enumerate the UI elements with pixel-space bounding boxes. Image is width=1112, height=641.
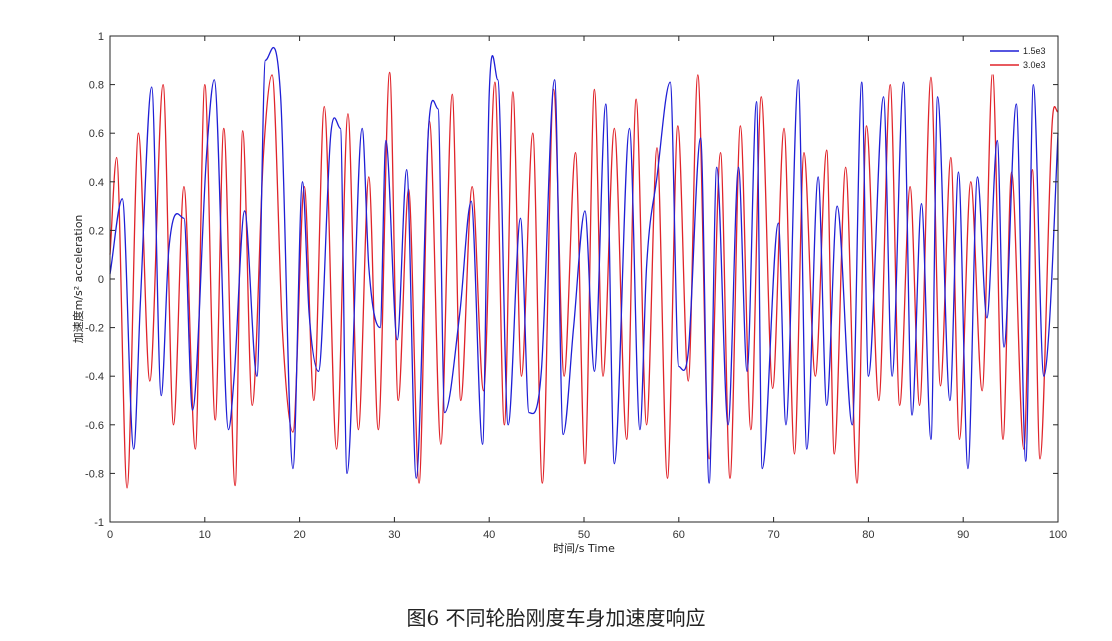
x-tick-label: 10	[199, 529, 211, 541]
series-line-1	[109, 46, 1059, 484]
x-tick-label: 20	[293, 529, 305, 541]
y-tick-label: 1	[98, 31, 104, 43]
y-tick-label: 0.6	[89, 128, 104, 140]
legend-label-series-2: 3.0e3	[1023, 60, 1046, 70]
x-tick-label: 50	[578, 529, 590, 541]
x-tick-label: 100	[1049, 529, 1067, 541]
legend: 1.5e3 3.0e3	[984, 43, 1054, 75]
plot-lines	[109, 46, 1059, 489]
y-tick-label: -1	[94, 517, 104, 529]
figure-caption: 图6 不同轮胎刚度车身加速度响应	[406, 606, 706, 630]
y-tick-label: 0.8	[89, 80, 104, 92]
y-tick-label: 0.2	[89, 225, 104, 237]
y-tick-label: -0.4	[85, 371, 104, 383]
y-tick-label: -0.6	[85, 420, 104, 432]
x-tick-label: 60	[673, 529, 685, 541]
x-tick-label: 0	[107, 529, 113, 541]
x-tick-label: 90	[957, 529, 969, 541]
legend-box	[984, 43, 1054, 75]
x-tick-label: 70	[767, 529, 779, 541]
x-tick-label: 80	[862, 529, 874, 541]
series-line-2	[109, 71, 1059, 489]
y-tick-label: -0.2	[85, 323, 104, 335]
y-tick-label: -0.8	[85, 468, 104, 480]
axis-ticks: 0 10 20 30 40 50 60 70 80 90 100 1 0.8 0.6 0.4 0.2 0 -0.2…	[85, 31, 1067, 541]
legend-label-series-1: 1.5e3	[1023, 46, 1046, 56]
x-tick-label: 30	[388, 529, 400, 541]
y-axis-label: 加速度m/s² acceleration	[71, 215, 85, 344]
y-tick-label: 0.4	[89, 177, 104, 189]
y-tick-label: 0	[98, 274, 104, 286]
x-axis-label: 时间/s Time	[553, 542, 615, 555]
x-tick-label: 40	[483, 529, 495, 541]
